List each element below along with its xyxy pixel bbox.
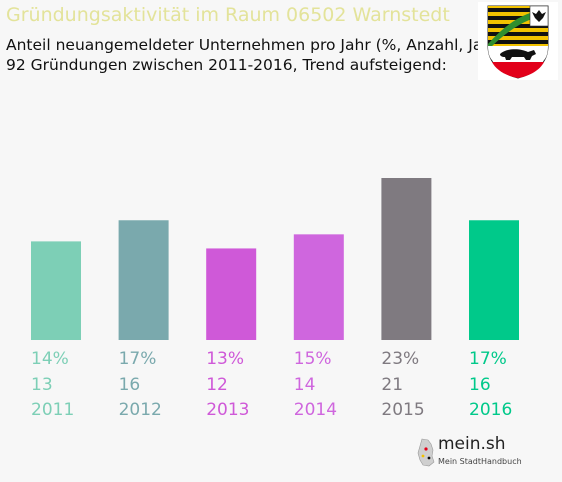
germany-map-icon — [417, 438, 435, 467]
bar-2012 — [118, 220, 169, 340]
logo-name: mein.sh — [438, 434, 506, 454]
percent-label-2014: 15% — [294, 349, 332, 369]
year-label-2011: 2011 — [31, 400, 74, 420]
logo-tagline: Mein StadtHandbuch — [438, 457, 522, 466]
chart-subtitle: Anteil neuangemeldeter Unternehmen pro J… — [6, 35, 505, 75]
count-label-2014: 14 — [294, 375, 316, 395]
saxony-anhalt-coat-of-arms-icon — [478, 2, 558, 80]
year-label-2013: 2013 — [206, 400, 249, 420]
bar-2016 — [469, 220, 519, 340]
count-label-2016: 16 — [469, 375, 491, 395]
count-label-2011: 13 — [31, 375, 53, 395]
count-label-2012: 16 — [119, 375, 141, 395]
percent-label-2012: 17% — [119, 349, 157, 369]
percent-label-2011: 14% — [31, 349, 69, 369]
bar-2015 — [381, 178, 432, 340]
year-label-2014: 2014 — [294, 400, 337, 420]
subtitle-line-1: Anteil neuangemeldeter Unternehmen pro J… — [6, 36, 505, 54]
bar-2013 — [206, 248, 257, 340]
year-label-2015: 2015 — [381, 400, 424, 420]
count-label-2015: 21 — [381, 375, 403, 395]
year-label-2016: 2016 — [469, 400, 512, 420]
percent-label-2016: 17% — [469, 349, 507, 369]
percent-label-2015: 23% — [381, 349, 419, 369]
bar-2014 — [293, 234, 344, 340]
year-label-2012: 2012 — [119, 400, 162, 420]
bar-2011 — [31, 241, 81, 340]
count-label-2013: 12 — [206, 375, 228, 395]
mein-sh-logo[interactable]: mein.sh Mein StadtHandbuch — [416, 434, 526, 474]
subtitle-line-2: 92 Gründungen zwischen 2011-2016, Trend … — [6, 56, 447, 74]
percent-label-2013: 13% — [206, 349, 244, 369]
chart-title: Gründungsaktivität im Raum 06502 Warnste… — [6, 4, 450, 26]
